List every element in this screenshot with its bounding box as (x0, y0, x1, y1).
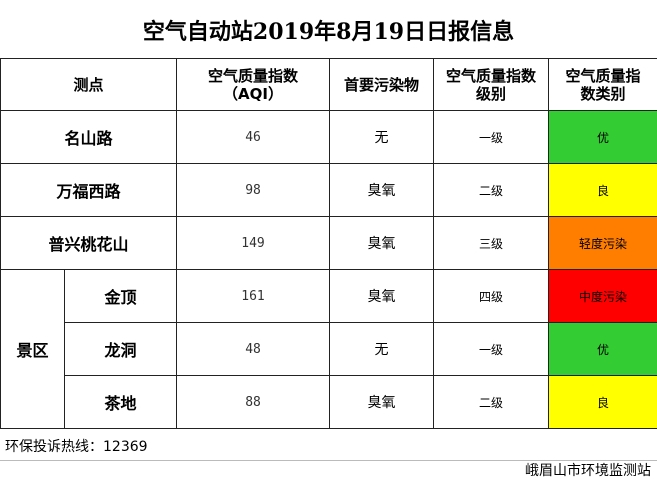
report-title: 空气自动站2019年8月19日日报信息 (142, 19, 515, 45)
aqi-value: 48 (176, 322, 331, 376)
site-name: 金顶 (63, 269, 178, 323)
site-name: 普兴桃花山 (0, 216, 178, 270)
header-category: 空气质量指 数类别 (548, 58, 657, 111)
aqi-value: 149 (176, 216, 331, 270)
site-name: 名山路 (0, 110, 178, 164)
aqi-grade: 一级 (433, 322, 550, 376)
primary-pollutant: 臭氧 (329, 163, 435, 217)
aqi-category: 良 (548, 163, 657, 217)
aqi-grade: 三级 (433, 216, 550, 270)
header-pollutant: 首要污染物 (329, 58, 435, 111)
table-row: 普兴桃花山 149 臭氧 三级 轻度污染 (0, 216, 657, 270)
aqi-category: 轻度污染 (548, 216, 657, 270)
aqi-grade: 二级 (433, 375, 550, 429)
aqi-category: 中度污染 (548, 269, 657, 323)
primary-pollutant: 臭氧 (329, 216, 435, 270)
primary-pollutant: 无 (329, 110, 435, 164)
aqi-grade: 四级 (433, 269, 550, 323)
site-name: 万福西路 (0, 163, 178, 217)
aqi-grade: 一级 (433, 110, 550, 164)
primary-pollutant: 无 (329, 322, 435, 376)
site-name: 龙洞 (63, 322, 178, 376)
table-row: 茶地 88 臭氧 二级 良 (1, 375, 657, 429)
table-row: 万福西路 98 臭氧 二级 良 (0, 163, 657, 217)
aqi-value: 46 (176, 110, 331, 164)
table-row: 名山路 46 无 一级 优 (0, 110, 657, 164)
aqi-category: 优 (548, 322, 657, 376)
aqi-value: 88 (176, 375, 331, 429)
complaint-hotline: 环保投诉热线：12369 (5, 439, 148, 455)
footer-divider (0, 460, 657, 461)
aqi-category: 优 (548, 110, 657, 164)
aqi-category: 良 (548, 375, 657, 429)
header-row: 测点 空气质量指数 （AQI） 首要污染物 空气质量指数 级别 空气质量指 数类别 (0, 58, 657, 111)
primary-pollutant: 臭氧 (329, 269, 435, 323)
aqi-table: 测点 空气质量指数 （AQI） 首要污染物 空气质量指数 级别 空气质量指 数类别 名… (0, 58, 657, 429)
aqi-value: 161 (176, 269, 331, 323)
area-label: 景区 (0, 269, 65, 429)
aqi-grade: 二级 (433, 163, 550, 217)
table-row: 龙洞 48 无 一级 优 (1, 322, 657, 376)
header-grade: 空气质量指数 级别 (433, 58, 550, 111)
table-row: 景区 金顶 161 臭氧 四级 中度污染 (0, 269, 657, 429)
header-aqi: 空气质量指数 （AQI） (176, 58, 331, 111)
site-name: 茶地 (63, 375, 178, 429)
header-site: 测点 (0, 58, 178, 111)
aqi-value: 98 (176, 163, 331, 217)
issuing-station: 峨眉山市环境监测站 (525, 463, 651, 479)
primary-pollutant: 臭氧 (329, 375, 435, 429)
